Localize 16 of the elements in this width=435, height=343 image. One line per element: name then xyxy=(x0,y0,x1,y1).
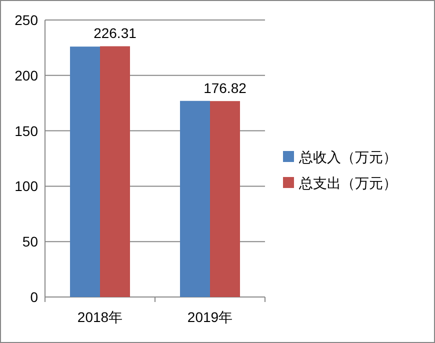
y-tick-label: 250 xyxy=(14,12,38,28)
bar xyxy=(70,46,100,297)
bar xyxy=(180,100,210,297)
data-label: 176.82 xyxy=(204,80,247,96)
data-label: 226.31 xyxy=(94,25,137,42)
y-tick-label: 0 xyxy=(30,289,38,305)
y-tick-label: 50 xyxy=(22,234,38,250)
x-tick-label: 2018年 xyxy=(77,309,123,325)
x-tick-label: 2019年 xyxy=(187,309,233,325)
bar xyxy=(100,46,130,297)
y-tick-label: 150 xyxy=(14,122,38,139)
y-tick-label: 100 xyxy=(14,178,38,194)
bar xyxy=(210,101,240,297)
legend-label: 总支出（万元） xyxy=(298,175,397,191)
y-tick-label: 200 xyxy=(14,67,38,84)
legend-label: 总收入（万元） xyxy=(298,149,397,165)
